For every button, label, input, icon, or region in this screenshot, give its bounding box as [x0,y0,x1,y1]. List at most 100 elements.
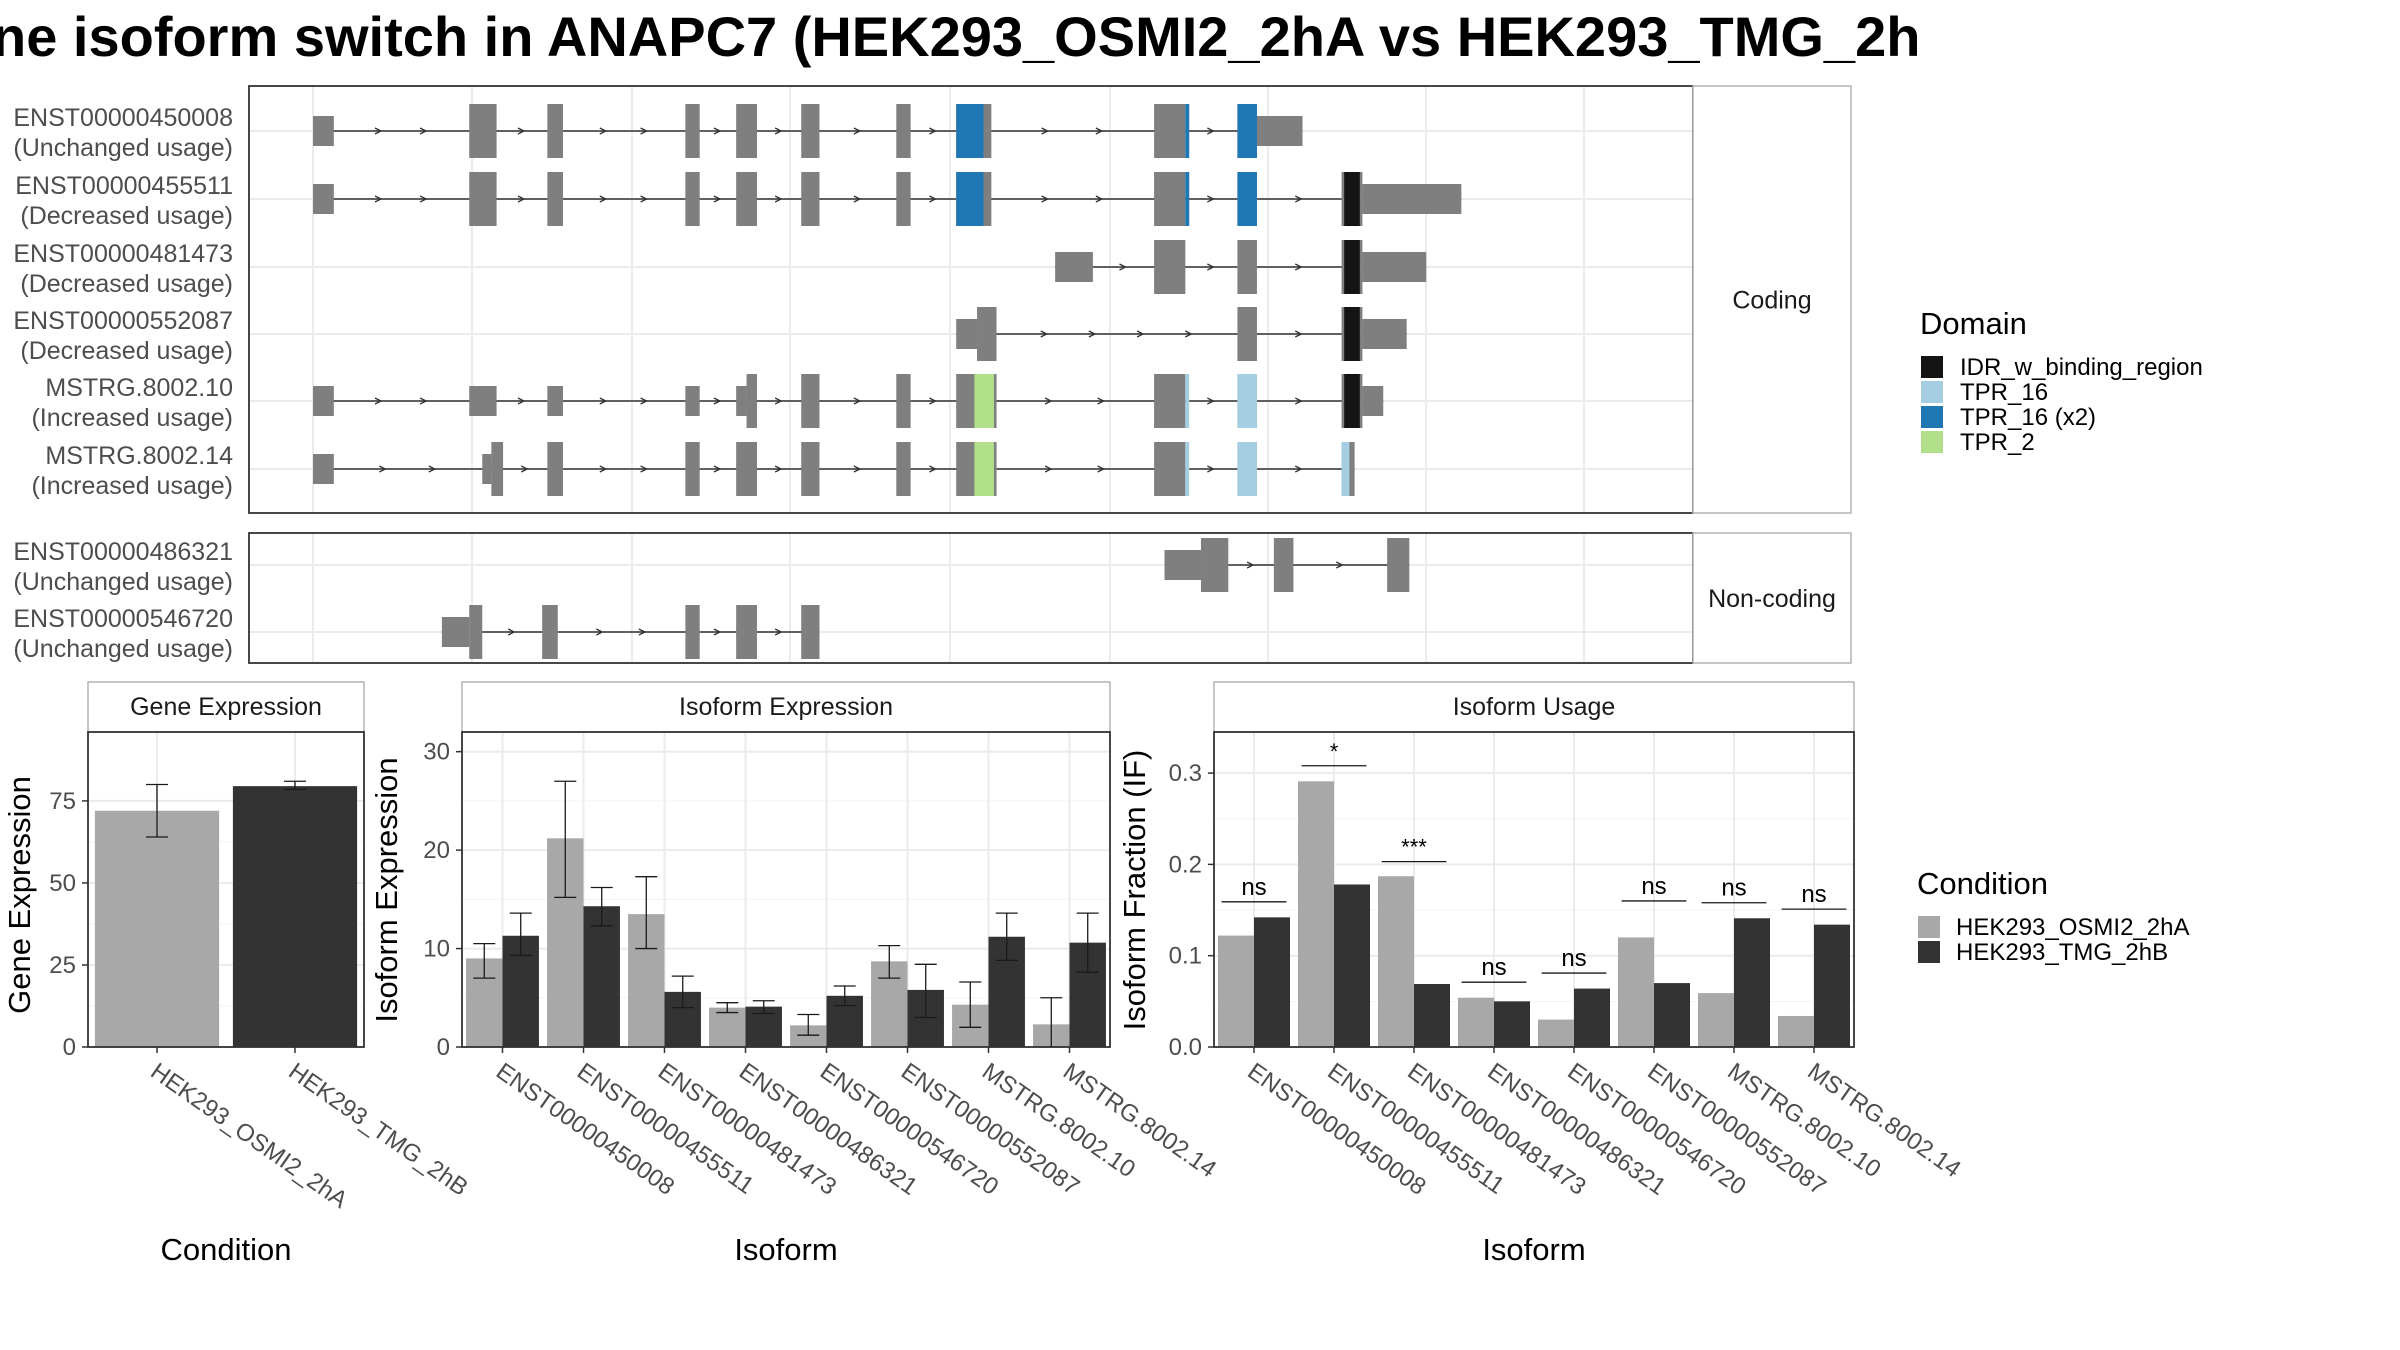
direction-arrow [599,195,608,203]
coding-exon [1154,172,1186,226]
direction-arrow [1207,397,1215,405]
y-tick-label: 0 [63,1034,76,1061]
domain-legend-key [1921,431,1943,453]
transcript-status-label: (Decreased usage) [20,270,233,298]
direction-arrow [520,465,529,473]
domain-legend-key [1921,356,1943,378]
coding-exon [1154,374,1186,428]
direction-arrow [713,195,722,203]
bar [94,810,220,1047]
direction-arrow [599,465,608,473]
bar [1778,1015,1814,1047]
coding-exon [685,172,700,226]
utr-exon [1256,116,1303,146]
direction-arrow [596,628,604,636]
domain-tpr-2 [974,442,994,496]
direction-arrow [428,465,437,473]
direction-arrow [1136,330,1145,338]
coding-exon [896,374,911,428]
significance-label: * [1330,739,1339,764]
domain-legend-label: TPR_16 [1960,379,2048,406]
direction-arrow [1335,561,1344,569]
isoform-expression-title: Isoform Expression [679,693,893,721]
gene-expression-title: Gene Expression [130,693,322,721]
domain-tpr-16-x2 [1237,104,1257,158]
y-tick-label: 0.0 [1169,1034,1202,1061]
noncoding-facet-label: Non-coding [1708,585,1836,613]
bar [1574,988,1610,1047]
coding-exon [801,172,820,226]
transcript-id-label: ENST00000450008 [13,104,233,132]
direction-arrow [853,195,862,203]
bar [1538,1019,1574,1047]
y-tick-label: 25 [49,952,76,979]
direction-arrow [1246,561,1255,569]
coding-exon [1154,240,1186,294]
coding-exon [547,172,563,226]
bar [583,906,620,1047]
domain-tpr-16 [1185,442,1190,496]
direction-arrow [774,195,783,203]
direction-arrow [374,127,383,135]
direction-arrow [929,127,937,135]
domain-idr-w-binding-region [1344,172,1360,226]
utr-exon [482,454,492,484]
direction-arrow [599,397,608,405]
transcript-structure-panel: ENST00000450008(Unchanged usage)ENST0000… [13,85,1852,664]
direction-arrow [713,628,722,636]
figure-title: ne isoform switch in ANAPC7 (HEK293_OSMI… [0,5,1920,68]
direction-arrow [929,397,937,405]
transcript-status-label: (Increased usage) [31,404,233,432]
utr-exon [956,319,978,349]
utr-exon [1362,252,1427,282]
isoform-usage-xlabel: Isoform [1482,1232,1585,1267]
direction-arrow [853,397,862,405]
direction-arrow [374,397,383,405]
direction-arrow [1207,195,1215,203]
domain-idr-w-binding-region [1344,374,1360,428]
transcript-status-label: (Decreased usage) [20,202,233,230]
isoform-usage-strip [1213,681,1855,733]
coding-exon [801,374,820,428]
significance-label: ns [1801,881,1826,908]
direction-arrow [638,628,647,636]
transcript-id-label: ENST00000546720 [13,605,233,633]
coding-exon [736,172,757,226]
direction-arrow [1095,127,1104,135]
transcript-id-label: MSTRG.8002.14 [45,442,233,470]
transcript-id-label: ENST00000455511 [15,172,233,200]
bar [1378,876,1414,1047]
utr-exon [1362,184,1462,214]
domain-tpr-2 [974,374,994,428]
coding-exon [983,172,992,226]
isoform-expression-chart: Isoform Expression 0102030ENST0000045000… [369,681,1221,1267]
significance-label: ns [1721,875,1746,902]
significance-label: ns [1641,873,1666,900]
direction-arrow [774,397,783,405]
coding-exon [1387,538,1410,592]
isoform-expression-ylabel: Isoform Expression [369,757,404,1022]
direction-arrow [517,195,526,203]
utr-exon [441,617,470,647]
significance-label: ns [1561,945,1586,972]
condition-legend-label: HEK293_TMG_2hB [1956,939,2168,966]
direction-arrow [640,127,649,135]
utr-exon [1055,252,1093,282]
isoform-expression-plot: 0102030ENST00000450008ENST00000455511ENS… [423,731,1221,1201]
bar [1414,984,1450,1047]
plot-border [1213,731,1855,1048]
coding-exon [1154,104,1186,158]
coding-exon [547,104,563,158]
transcript-status-label: (Increased usage) [31,472,233,500]
y-tick-label: 0.2 [1169,851,1202,878]
condition-legend-label: HEK293_OSMI2_2hA [1956,914,2189,941]
direction-arrow [1207,127,1215,135]
direction-arrow [419,195,428,203]
coding-exon [1237,307,1257,361]
direction-arrow [1044,465,1053,473]
direction-arrow [774,127,783,135]
plot-border [87,731,365,1048]
direction-arrow [1119,263,1127,271]
